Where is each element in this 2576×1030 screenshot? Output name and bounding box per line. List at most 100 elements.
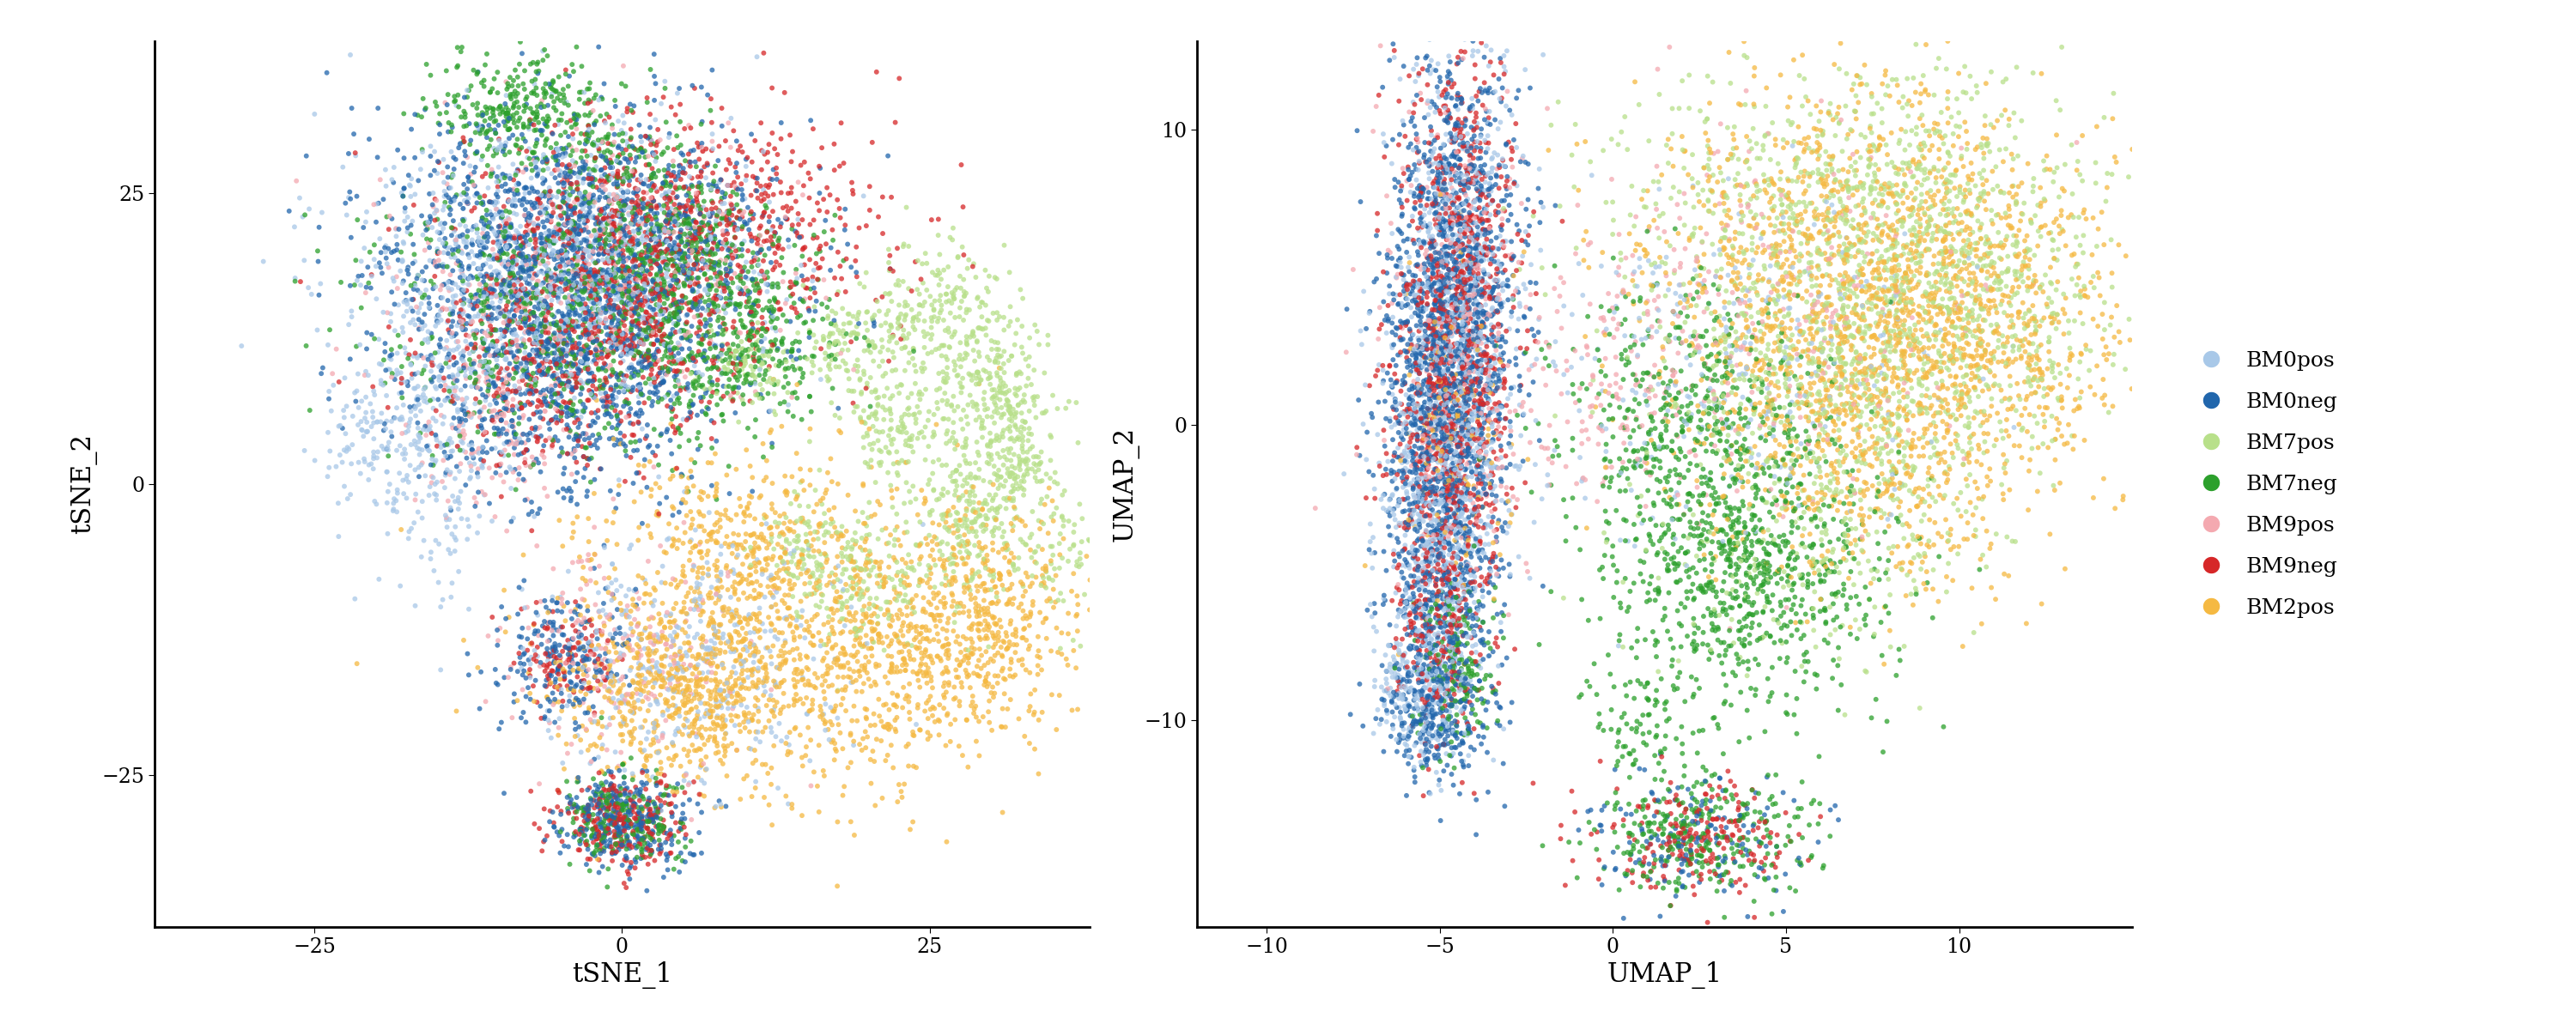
Point: [541, 341, 582, 357]
Point: [657, 655, 698, 672]
Point: [1363, 373, 1404, 389]
Point: [448, 270, 489, 286]
Point: [538, 294, 580, 310]
Point: [1759, 608, 1801, 624]
Point: [933, 465, 974, 481]
Point: [1618, 620, 1659, 637]
Point: [1826, 269, 1868, 285]
Point: [654, 286, 696, 303]
Point: [1432, 777, 1473, 793]
Point: [1406, 666, 1448, 683]
Point: [1471, 207, 1512, 224]
Point: [1790, 353, 1832, 370]
Point: [1628, 221, 1669, 238]
Point: [667, 362, 708, 378]
Point: [531, 297, 572, 313]
Point: [631, 310, 672, 327]
Point: [1412, 631, 1453, 648]
Point: [1432, 559, 1473, 576]
Point: [1832, 403, 1873, 419]
Point: [363, 344, 404, 360]
Point: [1803, 321, 1844, 338]
Point: [788, 562, 829, 579]
Point: [842, 403, 884, 419]
Point: [562, 397, 603, 413]
Point: [1852, 369, 1893, 385]
Point: [608, 295, 649, 311]
Point: [631, 844, 672, 860]
Point: [760, 396, 801, 412]
Point: [1391, 285, 1432, 302]
Point: [595, 794, 636, 811]
Point: [690, 329, 732, 345]
Point: [1414, 150, 1455, 167]
Point: [1486, 291, 1528, 308]
Point: [1744, 723, 1785, 740]
Point: [495, 436, 536, 452]
Point: [1878, 408, 1919, 424]
Point: [500, 281, 541, 298]
Point: [580, 240, 621, 256]
Point: [1453, 505, 1494, 521]
Point: [1906, 387, 1947, 404]
Point: [554, 346, 595, 363]
Point: [1909, 216, 1950, 233]
Point: [842, 583, 884, 599]
Point: [641, 187, 683, 204]
Point: [1412, 630, 1453, 647]
Point: [425, 465, 466, 481]
Point: [1399, 665, 1440, 682]
Point: [554, 165, 595, 181]
Point: [1986, 422, 2027, 439]
Point: [1744, 814, 1785, 830]
Point: [1445, 377, 1486, 393]
Point: [1430, 616, 1471, 632]
Point: [564, 691, 605, 708]
Point: [665, 711, 706, 727]
Point: [616, 584, 657, 600]
Point: [1806, 300, 1847, 316]
Point: [554, 804, 595, 821]
Point: [1587, 647, 1628, 663]
Point: [1399, 519, 1440, 536]
Point: [734, 590, 775, 607]
Point: [1396, 279, 1437, 296]
Point: [716, 269, 757, 285]
Point: [1901, 253, 1942, 270]
Point: [621, 249, 662, 266]
Point: [1406, 412, 1448, 428]
Point: [1721, 296, 1762, 312]
Point: [1571, 369, 1613, 385]
Point: [1716, 535, 1757, 551]
Point: [546, 404, 587, 420]
Point: [469, 354, 510, 371]
Point: [461, 439, 502, 455]
Point: [1432, 319, 1473, 336]
Point: [804, 706, 845, 722]
Point: [1759, 354, 1801, 371]
Point: [1409, 510, 1450, 526]
Point: [943, 584, 984, 600]
Point: [634, 632, 675, 649]
Point: [1512, 204, 1553, 220]
Point: [1775, 606, 1816, 622]
Point: [739, 354, 781, 371]
Point: [464, 399, 505, 415]
Point: [647, 287, 688, 304]
Point: [1435, 22, 1476, 38]
Point: [1826, 489, 1868, 506]
Point: [1744, 325, 1785, 342]
Point: [487, 306, 528, 322]
Point: [1744, 303, 1785, 319]
Point: [1492, 140, 1533, 157]
Point: [1484, 233, 1525, 249]
Point: [845, 660, 886, 677]
Point: [1422, 717, 1463, 733]
Point: [1345, 557, 1386, 574]
Point: [647, 337, 688, 353]
Point: [1677, 186, 1718, 203]
Point: [1412, 346, 1453, 363]
Point: [804, 762, 845, 779]
Point: [1806, 309, 1847, 325]
Point: [1906, 241, 1947, 258]
